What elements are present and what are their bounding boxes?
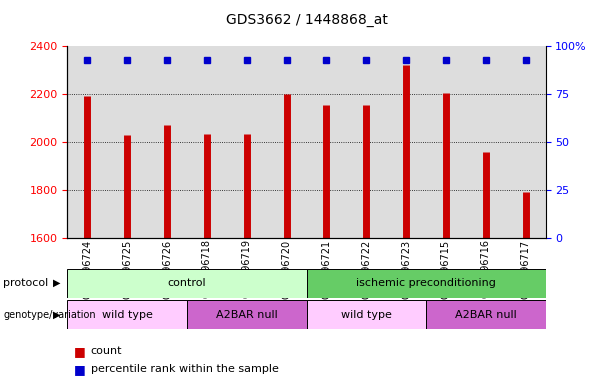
- Text: GDS3662 / 1448868_at: GDS3662 / 1448868_at: [226, 13, 387, 27]
- Text: ▶: ▶: [53, 278, 60, 288]
- Text: control: control: [167, 278, 207, 288]
- Text: count: count: [91, 346, 122, 356]
- Bar: [67, 269, 306, 298]
- Bar: [426, 300, 546, 329]
- Text: ■: ■: [74, 363, 85, 376]
- Text: wild type: wild type: [102, 310, 153, 320]
- Text: ▶: ▶: [53, 310, 60, 320]
- Text: A2BAR null: A2BAR null: [216, 310, 278, 320]
- Text: protocol: protocol: [3, 278, 48, 288]
- Bar: [306, 269, 546, 298]
- Text: genotype/variation: genotype/variation: [3, 310, 96, 320]
- Bar: [67, 300, 187, 329]
- Text: percentile rank within the sample: percentile rank within the sample: [91, 364, 278, 374]
- Bar: [187, 300, 306, 329]
- Bar: [306, 300, 426, 329]
- Text: A2BAR null: A2BAR null: [455, 310, 517, 320]
- Text: wild type: wild type: [341, 310, 392, 320]
- Text: ischemic preconditioning: ischemic preconditioning: [356, 278, 496, 288]
- Text: ■: ■: [74, 345, 85, 358]
